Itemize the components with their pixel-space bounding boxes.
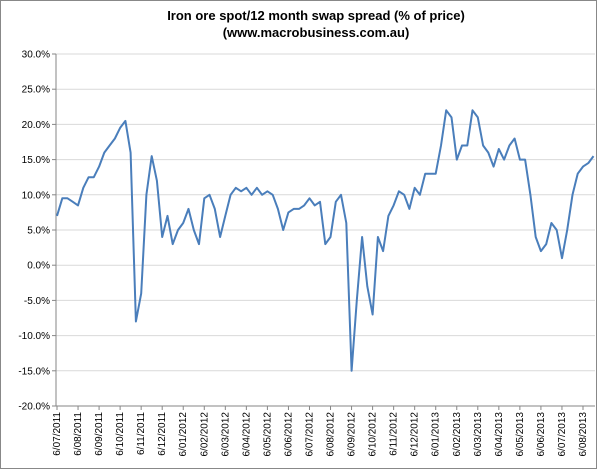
x-tick-label: 6/05/2012 bbox=[262, 412, 273, 457]
x-tick-label: 6/11/2012 bbox=[389, 412, 400, 456]
y-tick-label: 30.0% bbox=[22, 50, 50, 61]
y-tick-label: 0.0% bbox=[27, 261, 50, 272]
y-tick-label: -5.0% bbox=[24, 296, 50, 307]
y-tick-label: -20.0% bbox=[18, 402, 50, 413]
x-tick-label: 6/01/2013 bbox=[431, 412, 442, 457]
x-tick-label: 6/12/2011 bbox=[157, 412, 168, 456]
x-tick-label: 6/07/2013 bbox=[557, 412, 568, 457]
x-tick-label: 6/06/2013 bbox=[536, 412, 547, 457]
y-tick-label: -10.0% bbox=[18, 331, 50, 342]
y-tick-label: 20.0% bbox=[22, 120, 50, 131]
x-tick-label: 6/07/2012 bbox=[304, 412, 315, 457]
y-tick-label: -15.0% bbox=[18, 366, 50, 377]
x-tick-label: 6/03/2012 bbox=[220, 412, 231, 457]
x-tick-label: 6/10/2011 bbox=[115, 412, 126, 456]
x-tick-label: 6/02/2012 bbox=[199, 412, 210, 457]
x-tick-label: 6/07/2011 bbox=[52, 412, 63, 456]
x-tick-label: 6/09/2012 bbox=[347, 412, 358, 457]
x-tick-label: 6/08/2012 bbox=[326, 412, 337, 457]
x-tick-label: 6/08/2011 bbox=[73, 412, 84, 456]
y-tick-label: 25.0% bbox=[22, 85, 50, 96]
y-tick-label: 10.0% bbox=[22, 190, 50, 201]
x-tick-label: 6/09/2011 bbox=[94, 412, 105, 456]
x-tick-label: 6/08/2013 bbox=[578, 412, 589, 457]
x-tick-label: 6/01/2012 bbox=[178, 412, 189, 457]
x-tick-label: 6/10/2012 bbox=[368, 412, 379, 457]
x-tick-label: 6/12/2012 bbox=[410, 412, 421, 457]
chart-title: Iron ore spot/12 month swap spread (% of… bbox=[167, 8, 465, 23]
chart-subtitle: (www.macrobusiness.com.au) bbox=[223, 25, 410, 40]
y-tick-label: 15.0% bbox=[22, 155, 50, 166]
x-tick-label: 6/04/2013 bbox=[494, 412, 505, 457]
x-tick-label: 6/06/2012 bbox=[283, 412, 294, 457]
x-tick-label: 6/05/2013 bbox=[515, 412, 526, 457]
x-tick-label: 6/03/2013 bbox=[473, 412, 484, 457]
x-tick-label: 6/02/2013 bbox=[452, 412, 463, 457]
x-tick-label: 6/04/2012 bbox=[241, 412, 252, 457]
data-line bbox=[56, 109, 595, 372]
y-tick-label: 5.0% bbox=[27, 226, 50, 237]
x-tick-label: 6/11/2011 bbox=[136, 412, 147, 455]
